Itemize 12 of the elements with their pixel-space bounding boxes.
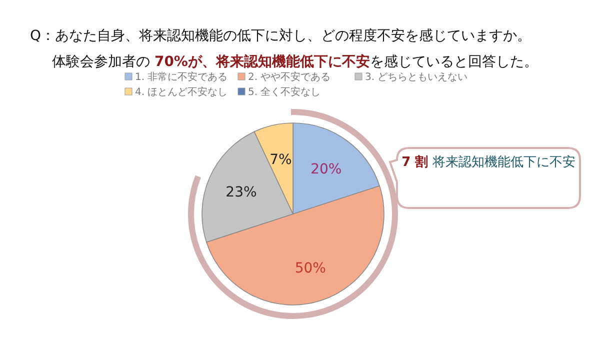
legend-label: 1. 非常に不安である [135, 71, 228, 83]
legend-label: 2. やや不安である [248, 71, 331, 83]
legend-label: 3. どちらともいえない [365, 72, 468, 83]
legend-label: 4. ほとんど不安なし [135, 86, 228, 98]
data-label: 50% [294, 260, 326, 277]
legend-label: 5. 全く不安なし [248, 86, 321, 98]
data-label: 20% [310, 161, 342, 178]
data-label: 7% [270, 152, 292, 168]
chart-subtitle: 体験会参加者の 70%が、将来認知機能低下に不安を感じていると回答した。 [52, 53, 538, 70]
text: 7 割 将来認知機能低下に不安 [402, 155, 576, 170]
chart-title: Q：あなた自身、将来認知機能の低下に対し、どの程度不安を感じていますか。 [30, 28, 532, 44]
data-label: 23% [226, 184, 257, 201]
